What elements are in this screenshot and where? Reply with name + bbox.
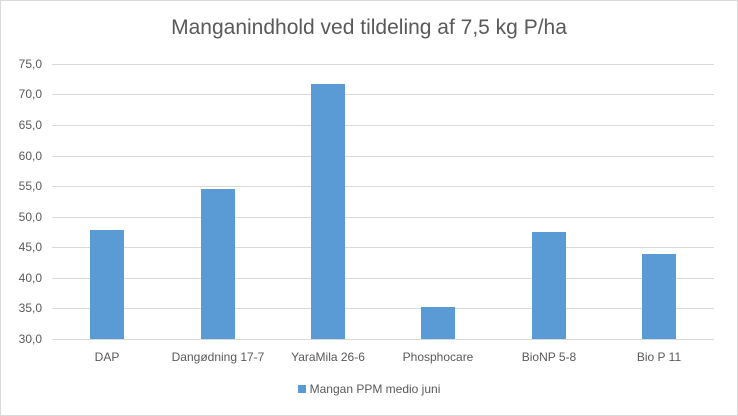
x-tick-label: Bio P 11	[636, 350, 682, 364]
bar[interactable]	[532, 232, 566, 339]
gridline	[52, 64, 714, 65]
y-tick-label: 55,0	[18, 179, 42, 193]
legend-label: Mangan PPM medio juni	[309, 382, 441, 396]
bar[interactable]	[201, 189, 235, 339]
chart-title: Manganindhold ved tildeling af 7,5 kg P/…	[171, 16, 567, 39]
bar[interactable]	[421, 307, 455, 339]
y-tick-label: 30,0	[18, 332, 42, 346]
y-tick-label: 45,0	[18, 240, 42, 254]
gridline	[52, 308, 714, 309]
gridline	[52, 217, 714, 218]
gridline	[52, 339, 714, 340]
gridline	[52, 156, 714, 157]
x-tick-label: DAP	[94, 350, 120, 364]
y-tick-label: 40,0	[18, 271, 42, 285]
y-tick-label: 35,0	[18, 301, 42, 315]
y-tick-label: 70,0	[18, 87, 42, 101]
bar[interactable]	[642, 254, 676, 339]
x-tick-label: Dangødning 17-7	[171, 350, 265, 364]
y-tick-label: 75,0	[18, 57, 42, 71]
x-tick-label: Phosphocare	[402, 350, 474, 364]
x-tick-label: YaraMila 26-6	[291, 350, 365, 364]
y-tick-label: 50,0	[18, 210, 42, 224]
legend-swatch-icon	[297, 384, 306, 393]
x-tick-label: BioNP 5-8	[521, 350, 577, 364]
bar[interactable]	[90, 230, 124, 339]
legend: Mangan PPM medio juni	[0, 382, 738, 396]
gridline	[52, 278, 714, 279]
gridline	[52, 94, 714, 95]
gridline	[52, 247, 714, 248]
y-tick-label: 60,0	[18, 149, 42, 163]
y-tick-label: 65,0	[18, 118, 42, 132]
gridline	[52, 186, 714, 187]
bar[interactable]	[311, 84, 345, 339]
gridline	[52, 125, 714, 126]
